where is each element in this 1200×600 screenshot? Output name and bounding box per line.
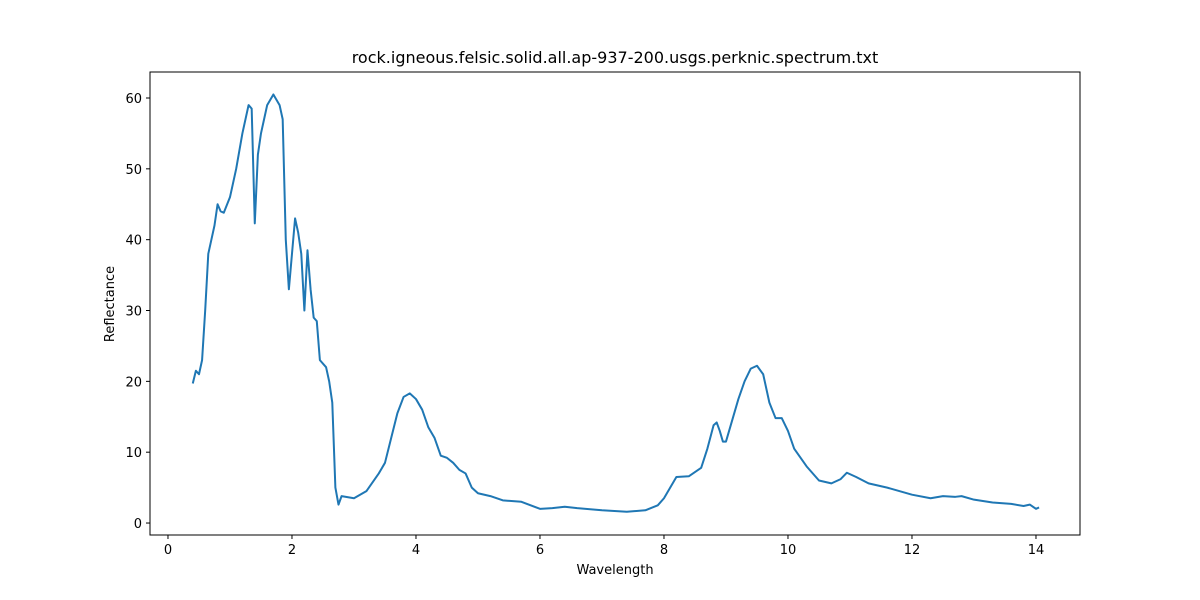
y-tick-label: 20: [125, 375, 142, 390]
x-tick-label: 2: [288, 543, 296, 558]
x-tick-label: 12: [904, 543, 921, 558]
x-tick-label: 14: [1028, 543, 1045, 558]
y-tick-label: 0: [134, 517, 142, 532]
y-tick-label: 10: [125, 446, 142, 461]
x-tick-label: 8: [660, 543, 668, 558]
data-line: [191, 93, 1040, 513]
x-tick-label: 4: [412, 543, 420, 558]
y-axis-label: Reflectance: [103, 266, 118, 342]
x-tick-label: 6: [536, 543, 544, 558]
x-tick-label: 10: [780, 543, 797, 558]
plot-frame: [149, 71, 1081, 536]
y-tick-label: 50: [125, 163, 142, 178]
y-tick-label: 60: [125, 92, 142, 107]
x-tick-label: 0: [164, 543, 172, 558]
y-tick-label: 40: [125, 234, 142, 249]
y-tick-label: 30: [125, 305, 142, 320]
chart-title: rock.igneous.felsic.solid.all.ap-937-200…: [352, 48, 879, 67]
x-axis-label: Wavelength: [576, 563, 653, 578]
